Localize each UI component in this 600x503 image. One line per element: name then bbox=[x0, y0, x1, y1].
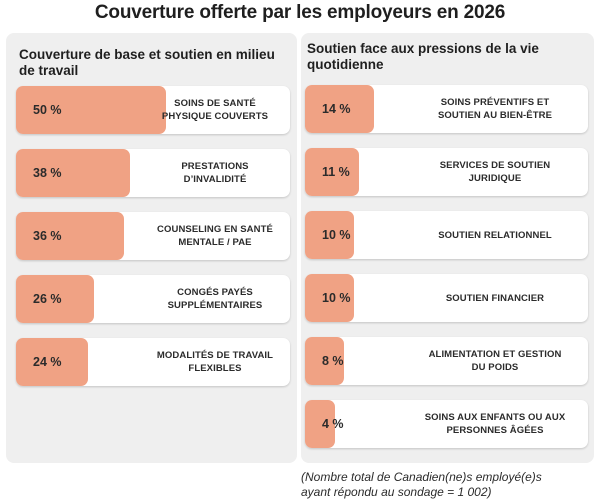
bar-card: 10 % SOUTIEN FINANCIER bbox=[305, 274, 588, 322]
bar-value-label: 10 % bbox=[322, 291, 351, 305]
bar-card: 50 % SOINS DE SANTÉ PHYSIQUE COUVERTS bbox=[16, 86, 290, 134]
bar-value-label: 4 % bbox=[322, 417, 344, 431]
bar-fill bbox=[305, 211, 354, 259]
bar-value-label: 14 % bbox=[322, 102, 351, 116]
bar-category-label: PRESTATIONS D’INVALIDITÉ bbox=[181, 161, 249, 185]
bar-category-label: ALIMENTATION ET GESTION DU POIDS bbox=[428, 349, 562, 373]
bar-value-label: 38 % bbox=[33, 166, 62, 180]
panel-daily-pressures: Soutien face aux pressions de la vie quo… bbox=[301, 33, 594, 463]
panel-heading-base-coverage: Couverture de base et soutien en milieu … bbox=[19, 47, 275, 78]
bar-fill bbox=[305, 400, 335, 448]
bar-category-label: SERVICES DE SOUTIEN JURIDIQUE bbox=[439, 160, 551, 184]
footnote-line-2: ayant répondu au sondage = 1 002) bbox=[301, 485, 492, 499]
chart-title: Couverture offerte par les employeurs en… bbox=[94, 2, 506, 23]
bar-card: 38 % PRESTATIONS D’INVALIDITÉ bbox=[16, 149, 290, 197]
bar-card: 36 % COUNSELING EN SANTÉ MENTALE / PAE bbox=[16, 212, 290, 260]
panel-base-coverage: Couverture de base et soutien en milieu … bbox=[6, 33, 297, 463]
bar-category-label: SOINS AUX ENFANTS OU AUX PERSONNES ÂGÉES bbox=[424, 412, 566, 436]
bar-category-label: SOUTIEN RELATIONNEL bbox=[438, 229, 552, 241]
bar-card: 10 % SOUTIEN RELATIONNEL bbox=[305, 211, 588, 259]
bar-card: 14 % SOINS PRÉVENTIFS ET SOUTIEN AU BIEN-… bbox=[305, 85, 588, 133]
bar-card: 11 % SERVICES DE SOUTIEN JURIDIQUE bbox=[305, 148, 588, 196]
bar-category-label: MODALITÉS DE TRAVAIL FLEXIBLES bbox=[156, 350, 274, 374]
bar-value-label: 10 % bbox=[322, 228, 351, 242]
bar-card: 24 % MODALITÉS DE TRAVAIL FLEXIBLES bbox=[16, 338, 290, 386]
bar-category-label: SOUTIEN FINANCIER bbox=[445, 292, 545, 304]
bar-value-label: 26 % bbox=[33, 292, 62, 306]
bar-fill bbox=[16, 212, 124, 260]
bar-fill bbox=[305, 274, 354, 322]
bar-value-label: 50 % bbox=[33, 103, 62, 117]
bar-fill bbox=[305, 85, 374, 133]
bar-value-label: 8 % bbox=[322, 354, 344, 368]
bar-card: 8 % ALIMENTATION ET GESTION DU POIDS bbox=[305, 337, 588, 385]
bar-card: 4 % SOINS AUX ENFANTS OU AUX PERSONNES ÂG… bbox=[305, 400, 588, 448]
panel-heading-daily-pressures: Soutien face aux pressions de la vie quo… bbox=[307, 41, 539, 72]
bar-fill bbox=[16, 86, 166, 134]
bar-value-label: 24 % bbox=[33, 355, 62, 369]
footnote-line-1: (Nombre total de Canadien(ne)s employé(e… bbox=[301, 470, 542, 484]
bar-value-label: 36 % bbox=[33, 229, 62, 243]
bar-category-label: COUNSELING EN SANTÉ MENTALE / PAE bbox=[157, 224, 273, 248]
bar-category-label: SOINS PRÉVENTIFS ET SOUTIEN AU BIEN-ÊTRE bbox=[437, 97, 553, 121]
bar-value-label: 11 % bbox=[322, 165, 350, 179]
bar-category-label: CONGÉS PAYÉS SUPPLÉMENTAIRES bbox=[167, 287, 263, 311]
bar-fill bbox=[305, 148, 359, 196]
bar-fill bbox=[16, 275, 94, 323]
footnote: (Nombre total de Canadien(ne)s employé(e… bbox=[301, 470, 597, 500]
bar-card: 26 % CONGÉS PAYÉS SUPPLÉMENTAIRES bbox=[16, 275, 290, 323]
bar-fill bbox=[305, 337, 345, 385]
bar-fill bbox=[16, 149, 130, 197]
bar-category-label: SOINS DE SANTÉ PHYSIQUE COUVERTS bbox=[161, 98, 269, 122]
bar-fill bbox=[16, 338, 88, 386]
